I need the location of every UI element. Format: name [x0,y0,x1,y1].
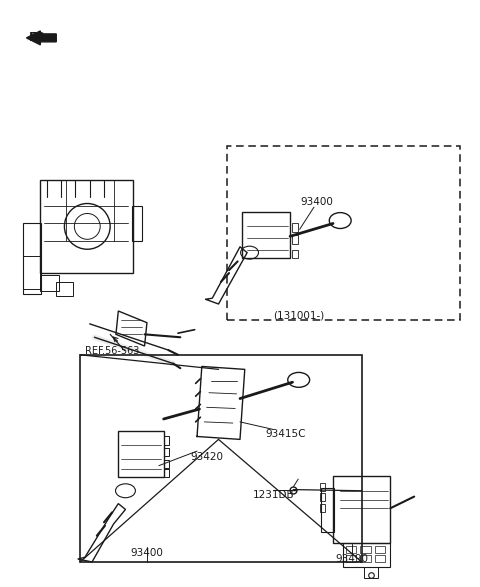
Bar [374,555,385,562]
Bar [39,275,59,291]
Text: 93420: 93420 [190,452,223,462]
Bar [360,555,371,562]
Text: 1231DB: 1231DB [252,490,294,500]
Bar [320,483,325,491]
Text: 93490: 93490 [336,554,369,564]
Bar [321,488,335,532]
Bar [320,504,325,512]
Text: FR.: FR. [29,31,51,45]
Text: REF.56-563: REF.56-563 [85,346,139,356]
Ellipse shape [329,212,351,228]
Text: 93415C: 93415C [265,429,306,438]
Text: 93400: 93400 [131,548,163,558]
Bar [227,146,459,321]
Bar [364,566,378,578]
FancyArrow shape [26,31,56,45]
Bar [39,180,132,273]
Bar [346,546,357,553]
Bar [346,555,357,562]
Bar [80,355,362,562]
Bar [164,437,169,445]
Circle shape [64,204,110,249]
Bar [291,235,298,244]
Bar [23,255,39,289]
Bar [291,224,298,232]
Bar [23,224,41,294]
Bar [164,468,169,477]
Text: (131001-): (131001-) [274,310,324,320]
Bar [164,460,169,468]
Bar [320,493,325,501]
Bar [242,212,290,258]
Bar [132,206,142,241]
Bar [360,546,371,553]
Bar [333,476,390,544]
Bar [343,544,390,566]
Bar [291,249,298,258]
Ellipse shape [288,372,310,387]
Bar [118,431,164,477]
Bar [56,282,73,296]
Bar [374,546,385,553]
Text: 93400: 93400 [300,197,333,207]
Polygon shape [116,311,147,346]
Bar [164,448,169,456]
